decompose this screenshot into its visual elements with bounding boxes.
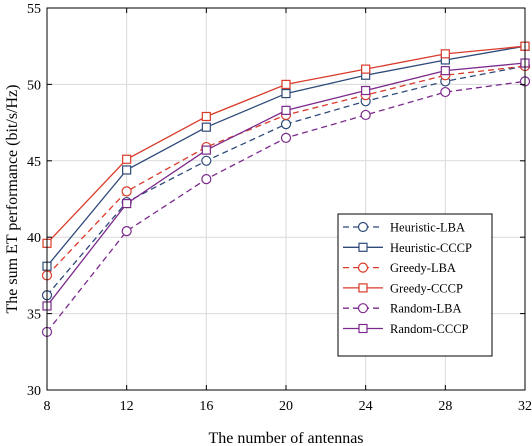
data-point-random-cccp — [440, 66, 450, 76]
x-axis-label: The number of antennas — [208, 430, 363, 446]
legend-item-random-cccp: Random-CCCP — [343, 322, 469, 336]
data-point-heuristic-cccp — [281, 88, 291, 99]
data-point-random-cccp — [361, 85, 371, 96]
x-tick-label: 8 — [44, 399, 51, 414]
legend-item-heuristic-lba: Heuristic-LBA — [343, 221, 465, 235]
legend-item-greedy-lba: Greedy-LBA — [343, 261, 456, 275]
legend-marker — [357, 303, 369, 314]
data-point-random-cccp — [201, 145, 211, 155]
data-point-heuristic-lba — [201, 155, 212, 166]
data-point-random-lba — [280, 132, 292, 143]
data-point-random-cccp — [281, 105, 291, 115]
y-tick-label: 50 — [27, 78, 41, 93]
legend-marker — [357, 221, 369, 233]
y-axis-label: The sum ET performance (bit/s/Hz) — [4, 85, 21, 314]
x-tick-label: 20 — [279, 399, 293, 414]
data-point-random-lba — [121, 225, 132, 237]
legend-marker — [358, 323, 368, 334]
legend-label: Greedy-CCCP — [390, 281, 463, 295]
series-layer — [41, 41, 531, 338]
data-point-greedy-cccp — [281, 79, 291, 90]
x-tick-label: 12 — [120, 399, 134, 414]
legend-label: Greedy-LBA — [390, 261, 456, 275]
legend: Heuristic-LBA Heuristic-CCCP Greedy-LBA Gre… — [337, 213, 493, 357]
x-tick-label: 28 — [438, 399, 452, 414]
legend-marker — [357, 262, 369, 273]
data-point-greedy-cccp — [361, 64, 371, 74]
data-point-greedy-cccp — [201, 111, 211, 122]
legend-marker — [358, 283, 368, 293]
data-point-heuristic-cccp — [122, 165, 132, 175]
data-point-greedy-lba — [121, 186, 132, 197]
data-point-random-lba — [440, 86, 451, 98]
y-tick-label: 40 — [27, 231, 41, 246]
legend-item-heuristic-cccp: Heuristic-CCCP — [343, 241, 472, 255]
y-tick-label: 30 — [27, 384, 41, 399]
data-point-heuristic-lba — [280, 119, 292, 130]
x-tick-label: 16 — [199, 399, 213, 414]
x-tick-label: 24 — [359, 399, 373, 414]
y-tick-label: 55 — [27, 2, 41, 17]
legend-marker — [358, 242, 368, 252]
data-point-random-lba — [360, 109, 371, 121]
x-tick-label: 32 — [518, 399, 532, 414]
data-point-random-lba — [201, 174, 212, 185]
legend-label: Heuristic-CCCP — [390, 241, 472, 255]
legend-label: Heuristic-LBA — [390, 221, 465, 235]
legend-label: Random-LBA — [390, 302, 462, 316]
legend-item-greedy-cccp: Greedy-CCCP — [343, 281, 463, 295]
data-point-greedy-cccp — [440, 49, 450, 59]
legend-label: Random-CCCP — [390, 322, 469, 336]
data-point-heuristic-cccp — [201, 122, 211, 132]
data-point-random-cccp — [122, 198, 132, 209]
tick-layer: 8 12 16 20 24 28 32 30 35 40 45 50 55 — [27, 2, 532, 414]
data-point-greedy-cccp — [122, 154, 132, 164]
legend-item-random-lba: Random-LBA — [343, 302, 462, 316]
y-tick-label: 35 — [27, 308, 41, 323]
y-tick-label: 45 — [27, 155, 41, 170]
